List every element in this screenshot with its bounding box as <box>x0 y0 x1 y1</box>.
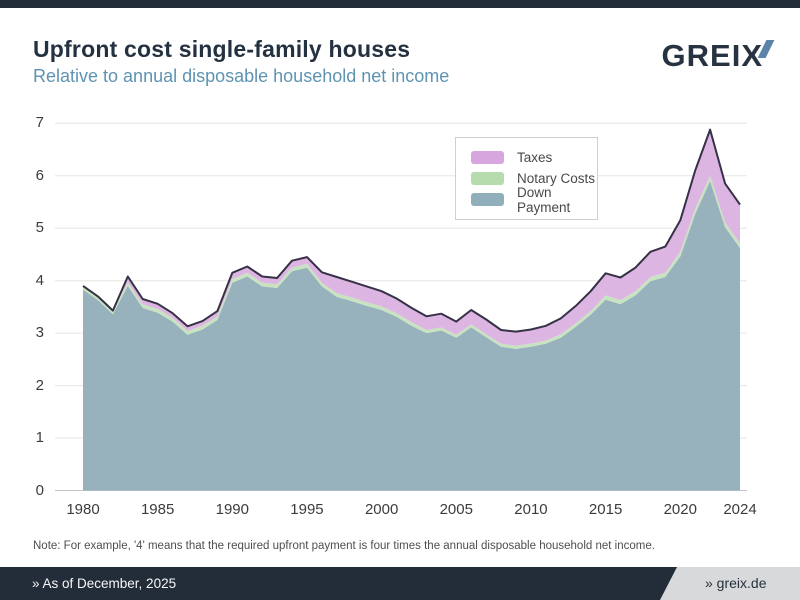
y-axis-tick-label: 3 <box>35 324 44 342</box>
legend-label-notary-costs: Notary Costs <box>517 171 596 186</box>
y-axis-tick-label: 6 <box>35 166 44 184</box>
x-axis-tick-label: 1980 <box>66 501 100 518</box>
chart-legend: Taxes Notary Costs Down Payment <box>455 137 598 220</box>
y-axis-tick-label: 0 <box>35 481 44 499</box>
x-axis-tick-label: 2000 <box>364 501 399 518</box>
area-down-payment <box>83 181 740 491</box>
page-title: Upfront cost single-family houses <box>33 36 411 62</box>
legend-item-down-payment: Down Payment <box>471 185 597 215</box>
x-axis-tick-label: 2015 <box>588 501 623 518</box>
footer-website-link[interactable]: » greix.de <box>705 575 767 591</box>
down-payment-swatch <box>471 193 504 206</box>
legend-label-down-payment: Down Payment <box>517 184 571 215</box>
y-axis-tick-label: 7 <box>35 114 44 132</box>
x-axis-tick-label: 2005 <box>439 501 473 518</box>
y-axis-tick-label: 2 <box>35 376 44 394</box>
legend-label-taxes: Taxes <box>517 150 553 165</box>
page-subtitle: Relative to annual disposable household … <box>33 66 450 86</box>
greix-logo: GREIX <box>661 37 775 73</box>
footer-brand-panel: » greix.de <box>660 567 800 600</box>
area-taxes <box>83 129 740 346</box>
x-axis-tick-label: 2020 <box>663 501 697 518</box>
x-axis-tick-label: 1985 <box>140 501 175 518</box>
footer-bar: » As of December, 2025 » greix.de <box>0 567 800 600</box>
y-axis-tick-label: 4 <box>35 271 44 289</box>
x-axis-tick-label: 2024 <box>723 501 757 518</box>
y-axis-tick-label: 5 <box>35 219 44 237</box>
top-accent-bar <box>0 0 800 8</box>
footnote: Note: For example, '4' means that the re… <box>33 540 655 552</box>
y-axis-tick-label: 1 <box>35 429 44 447</box>
x-axis-tick-label: 1990 <box>215 501 249 518</box>
notary-costs-swatch <box>471 172 504 185</box>
legend-item-notary-costs: Notary Costs <box>471 168 597 189</box>
x-axis-tick-label: 2010 <box>514 501 548 518</box>
x-axis-tick-label: 1995 <box>290 501 324 518</box>
footer-date: » As of December, 2025 <box>32 576 177 591</box>
legend-item-taxes: Taxes <box>471 147 597 168</box>
total-outline <box>82 128 741 333</box>
taxes-swatch <box>471 151 504 164</box>
greix-logo-text: GREIX <box>661 37 763 73</box>
area-notary-costs <box>83 175 740 349</box>
